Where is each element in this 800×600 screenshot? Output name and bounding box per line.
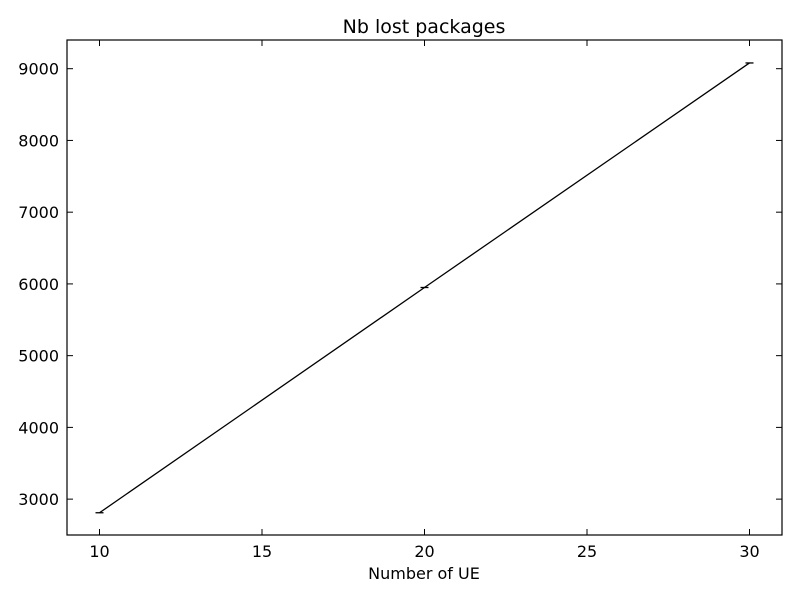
x-tick-label-25: 25: [577, 542, 597, 561]
x-axis-label: Number of UE: [368, 564, 480, 583]
y-tick-label-9000: 9000: [18, 60, 59, 79]
y-tick-label-5000: 5000: [18, 347, 59, 366]
chart-title: Nb lost packages: [343, 16, 506, 38]
y-tick-label-4000: 4000: [18, 418, 59, 437]
y-tick-label-6000: 6000: [18, 275, 59, 294]
x-tick-label-30: 30: [739, 542, 759, 561]
y-tick-label-7000: 7000: [18, 203, 59, 222]
y-tick-label-8000: 8000: [18, 131, 59, 150]
x-tick-label-10: 10: [89, 542, 109, 561]
x-tick-label-15: 15: [252, 542, 272, 561]
plot-area: 10 15 20 25 30 3000 4000 5000 6000 7000 8000 9000: [18, 39, 783, 561]
x-tick-label-20: 20: [414, 542, 434, 561]
y-tick-label-3000: 3000: [18, 490, 59, 509]
